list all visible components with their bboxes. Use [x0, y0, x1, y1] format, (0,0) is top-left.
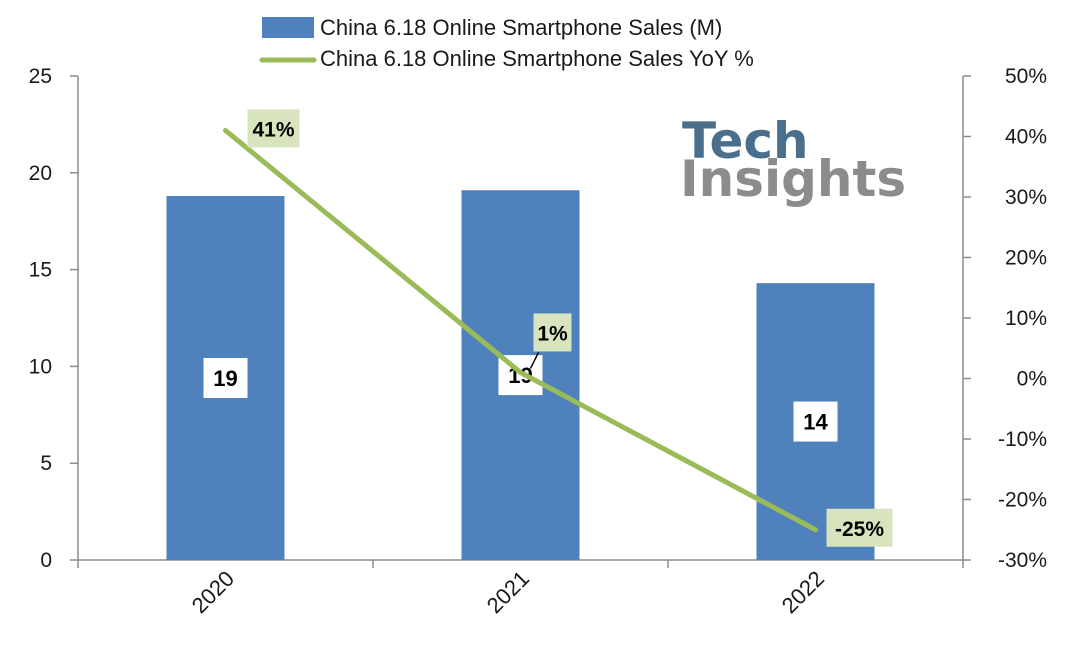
left-tick-label: 10 — [29, 355, 52, 378]
line-series — [223, 127, 818, 533]
right-tick-label: 50% — [1005, 65, 1047, 88]
right-tick-label: 10% — [1005, 307, 1047, 330]
yoy-line — [223, 127, 818, 533]
x-axis-ticks: 2020 2021 2022 — [77, 560, 964, 618]
right-tick-label: -20% — [998, 489, 1047, 512]
line-label: 1% — [537, 322, 568, 345]
line-data-labels: 41% 1% -25% — [247, 109, 893, 547]
right-tick-label: 30% — [1005, 186, 1047, 209]
line-label: -25% — [835, 518, 884, 541]
left-tick-label: 25 — [29, 65, 52, 88]
right-axis-ticks: -30% -20% -10% 0% 10% 20% 30% 40% 50% — [963, 65, 1047, 572]
techinsights-logo: Tech Insights — [680, 112, 906, 208]
right-tick-label: 20% — [1005, 247, 1047, 270]
line-label-box — [247, 109, 300, 148]
legend-label-line: China 6.18 Online Smartphone Sales YoY % — [320, 46, 754, 71]
bar-label-box — [203, 358, 248, 399]
x-tick-label: 2020 — [187, 566, 239, 618]
left-axis-ticks: 0 5 10 15 20 25 — [29, 65, 78, 572]
right-tick-label: 0% — [1017, 368, 1047, 391]
right-tick-label: -10% — [998, 428, 1047, 451]
left-tick-label: 20 — [29, 162, 52, 185]
left-tick-label: 0 — [40, 549, 52, 572]
legend-swatch-bars — [262, 17, 314, 38]
right-tick-label: -30% — [998, 549, 1047, 572]
logo-word-tech: Tech — [682, 112, 809, 170]
bar-label-box — [793, 401, 838, 442]
legend-label-bars: China 6.18 Online Smartphone Sales (M) — [320, 15, 722, 40]
line-label: 41% — [252, 118, 294, 141]
right-tick-label: 40% — [1005, 126, 1047, 149]
x-tick-label: 2022 — [777, 566, 829, 618]
x-tick-label: 2021 — [482, 566, 534, 618]
bar-label: 19 — [213, 366, 237, 391]
line-label-box — [826, 508, 893, 547]
logo-word-insights: Insights — [680, 150, 906, 208]
bar-label: 14 — [803, 410, 828, 435]
left-tick-label: 5 — [40, 452, 52, 475]
line-label-box — [533, 313, 572, 352]
left-tick-label: 15 — [29, 259, 52, 282]
legend: China 6.18 Online Smartphone Sales (M) C… — [259, 15, 754, 71]
leader-line — [529, 352, 540, 369]
